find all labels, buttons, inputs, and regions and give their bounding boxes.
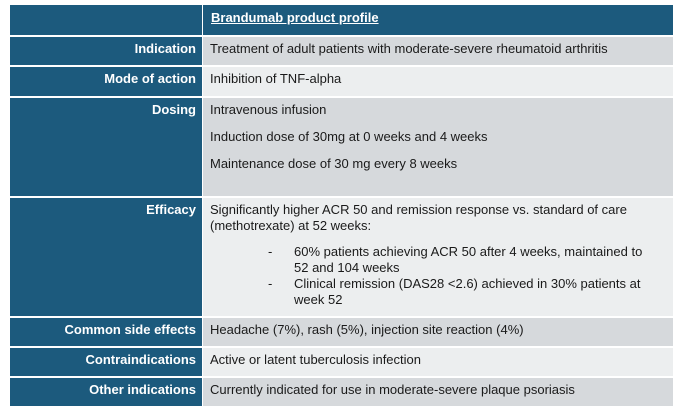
row-value: Currently indicated for use in moderate-… [203, 378, 673, 406]
row-value: Significantly higher ACR 50 and remissio… [203, 198, 673, 316]
row-mode-of-action: Mode of action Inhibition of TNF-alpha [10, 67, 673, 96]
dosing-line: Maintenance dose of 30 mg every 8 weeks [210, 156, 458, 171]
row-label: Contraindications [10, 348, 202, 376]
row-label: Indication [10, 37, 202, 65]
list-item: - 60% patients achieving ACR 50 after 4 … [210, 244, 649, 276]
bullet-text: 60% patients achieving ACR 50 after 4 we… [294, 244, 643, 275]
row-side-effects: Common side effects Headache (7%), rash … [10, 318, 673, 346]
row-contraindications: Contraindications Active or latent tuber… [10, 348, 673, 376]
row-value: Headache (7%), rash (5%), injection site… [203, 318, 673, 346]
row-label: Dosing [10, 98, 202, 196]
row-indication: Indication Treatment of adult patients w… [10, 37, 673, 65]
dosing-line: Induction dose of 30mg at 0 weeks and 4 … [210, 129, 488, 144]
bullet-marker: - [268, 244, 273, 259]
header-title-cell: Brandumab product profile [203, 5, 673, 35]
bullet-text: Clinical remission (DAS28 <2.6) achieved… [294, 276, 641, 307]
row-label: Other indications [10, 378, 202, 406]
efficacy-intro: Significantly higher ACR 50 and remissio… [210, 202, 627, 233]
row-other-indications: Other indications Currently indicated fo… [10, 378, 673, 406]
table-title: Brandumab product profile [211, 10, 379, 25]
row-value: Inhibition of TNF-alpha [203, 67, 673, 96]
row-value: Intravenous infusion Induction dose of 3… [203, 98, 673, 196]
row-value: Treatment of adult patients with moderat… [203, 37, 673, 65]
efficacy-bullets: - 60% patients achieving ACR 50 after 4 … [210, 244, 665, 308]
header-label-cell [10, 5, 202, 35]
bullet-marker: - [268, 276, 273, 291]
row-label: Mode of action [10, 67, 202, 96]
dosing-line: Intravenous infusion [210, 102, 327, 117]
row-label: Efficacy [10, 198, 202, 316]
row-dosing: Dosing Intravenous infusion Induction do… [10, 98, 673, 196]
row-label: Common side effects [10, 318, 202, 346]
list-item: - Clinical remission (DAS28 <2.6) achiev… [210, 276, 649, 308]
row-value: Active or latent tuberculosis infection [203, 348, 673, 376]
row-efficacy: Efficacy Significantly higher ACR 50 and… [10, 198, 673, 316]
